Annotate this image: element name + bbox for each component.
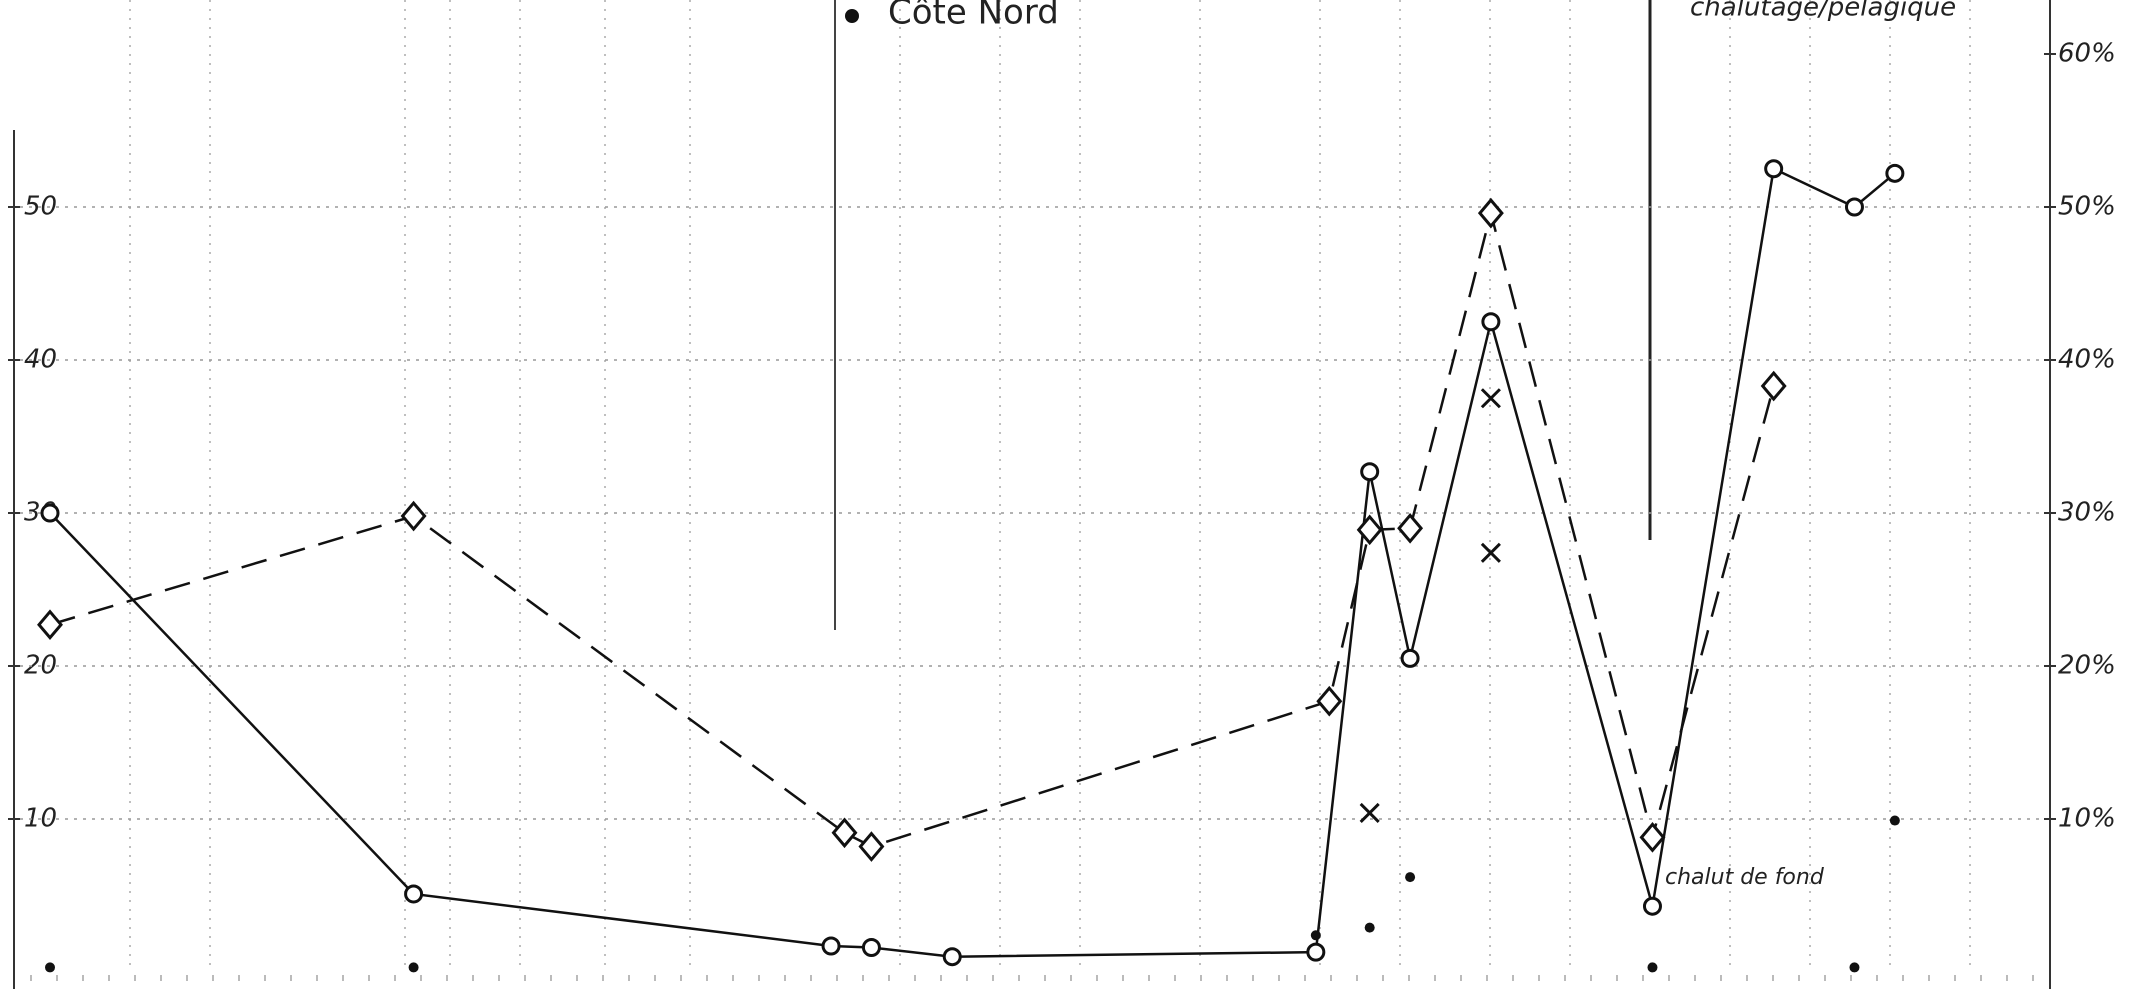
point — [39, 612, 61, 638]
point — [1641, 824, 1663, 850]
y2-tick-label: 50% — [2058, 192, 2116, 222]
point — [823, 938, 839, 954]
point — [45, 962, 55, 972]
point — [406, 886, 422, 902]
point — [860, 834, 882, 860]
legend-label: Côte Nord — [888, 0, 1059, 33]
point — [403, 503, 425, 529]
y2-tick-label: 40% — [2058, 345, 2116, 375]
point — [1644, 898, 1660, 914]
point — [1480, 200, 1502, 226]
point — [1361, 804, 1379, 822]
series-line — [50, 213, 1774, 846]
point — [1887, 165, 1903, 181]
annotation: chalutage/pélagique — [1690, 0, 1956, 23]
chart: 102030405010%20%30%40%50%60%Côte Nordcha… — [0, 0, 2132, 989]
point — [1365, 923, 1375, 933]
point — [1482, 389, 1500, 407]
point — [1482, 544, 1500, 562]
series-line — [50, 169, 1895, 957]
point — [1399, 515, 1421, 541]
point — [1483, 314, 1499, 330]
point — [409, 962, 419, 972]
point — [1308, 944, 1324, 960]
point — [1311, 930, 1321, 940]
y2-tick-label: 10% — [2058, 804, 2116, 834]
point — [1362, 464, 1378, 480]
point — [1846, 199, 1862, 215]
y2-tick-label: 60% — [2058, 39, 2116, 69]
point — [1849, 962, 1859, 972]
point — [1318, 688, 1340, 714]
point — [1890, 816, 1900, 826]
point — [42, 505, 58, 521]
point — [863, 940, 879, 956]
point — [1405, 872, 1415, 882]
point — [1647, 962, 1657, 972]
point — [1402, 650, 1418, 666]
point — [834, 820, 856, 846]
point — [944, 949, 960, 965]
y2-tick-label: 20% — [2058, 651, 2116, 681]
annotation: chalut de fond — [1665, 865, 1825, 890]
y2-tick-label: 30% — [2058, 498, 2116, 528]
point — [1763, 373, 1785, 399]
point — [1766, 161, 1782, 177]
legend-marker — [845, 9, 859, 23]
